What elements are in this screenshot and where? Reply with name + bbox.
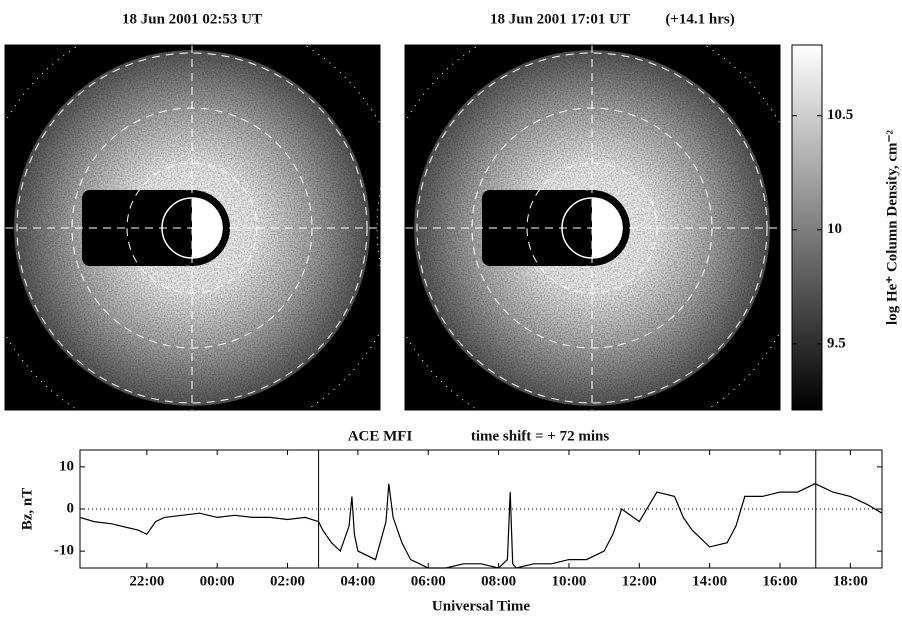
colorbar-label: log He⁺ Column Density, cm⁻² (884, 130, 900, 325)
x-tick-label: 00:00 (200, 573, 235, 589)
range-circle (16, 52, 368, 404)
x-tick-label: 06:00 (411, 573, 446, 589)
y-tick-label: -10 (54, 543, 74, 559)
chart-title: ACE MFI (348, 428, 413, 444)
x-tick-label: 04:00 (340, 573, 375, 589)
image-title: 18 Jun 2001 17:01 UT (490, 11, 630, 27)
x-tick-label: 14:00 (692, 573, 727, 589)
chart-subtitle: time shift = + 72 mins (471, 428, 610, 444)
y-tick-label: 0 (67, 500, 75, 516)
colorbar-tick-label: 10.5 (827, 107, 853, 123)
x-tick-label: 18:00 (833, 573, 868, 589)
image-frame (4, 44, 381, 411)
x-tick-label: 16:00 (762, 573, 797, 589)
x-tick-label: 08:00 (481, 573, 516, 589)
plot-frame (79, 449, 883, 569)
colorbar (791, 44, 823, 411)
colorbar-tick-label: 9.5 (827, 335, 846, 351)
y-tick-label: 10 (59, 458, 74, 474)
image-frame (404, 44, 781, 411)
image-title: 18 Jun 2001 02:53 UT (122, 11, 262, 27)
annotation: (+14.1 hrs) (665, 11, 734, 27)
bz-line (79, 483, 883, 569)
y-axis-label: Bz, nT (19, 488, 35, 531)
colorbar-tick-label: 10 (827, 221, 842, 237)
x-tick-label: 02:00 (270, 573, 305, 589)
x-tick-label: 10:00 (551, 573, 586, 589)
x-axis-label: Universal Time (432, 598, 531, 614)
range-circle (416, 52, 768, 404)
x-tick-label: 22:00 (129, 573, 164, 589)
x-tick-label: 12:00 (622, 573, 657, 589)
